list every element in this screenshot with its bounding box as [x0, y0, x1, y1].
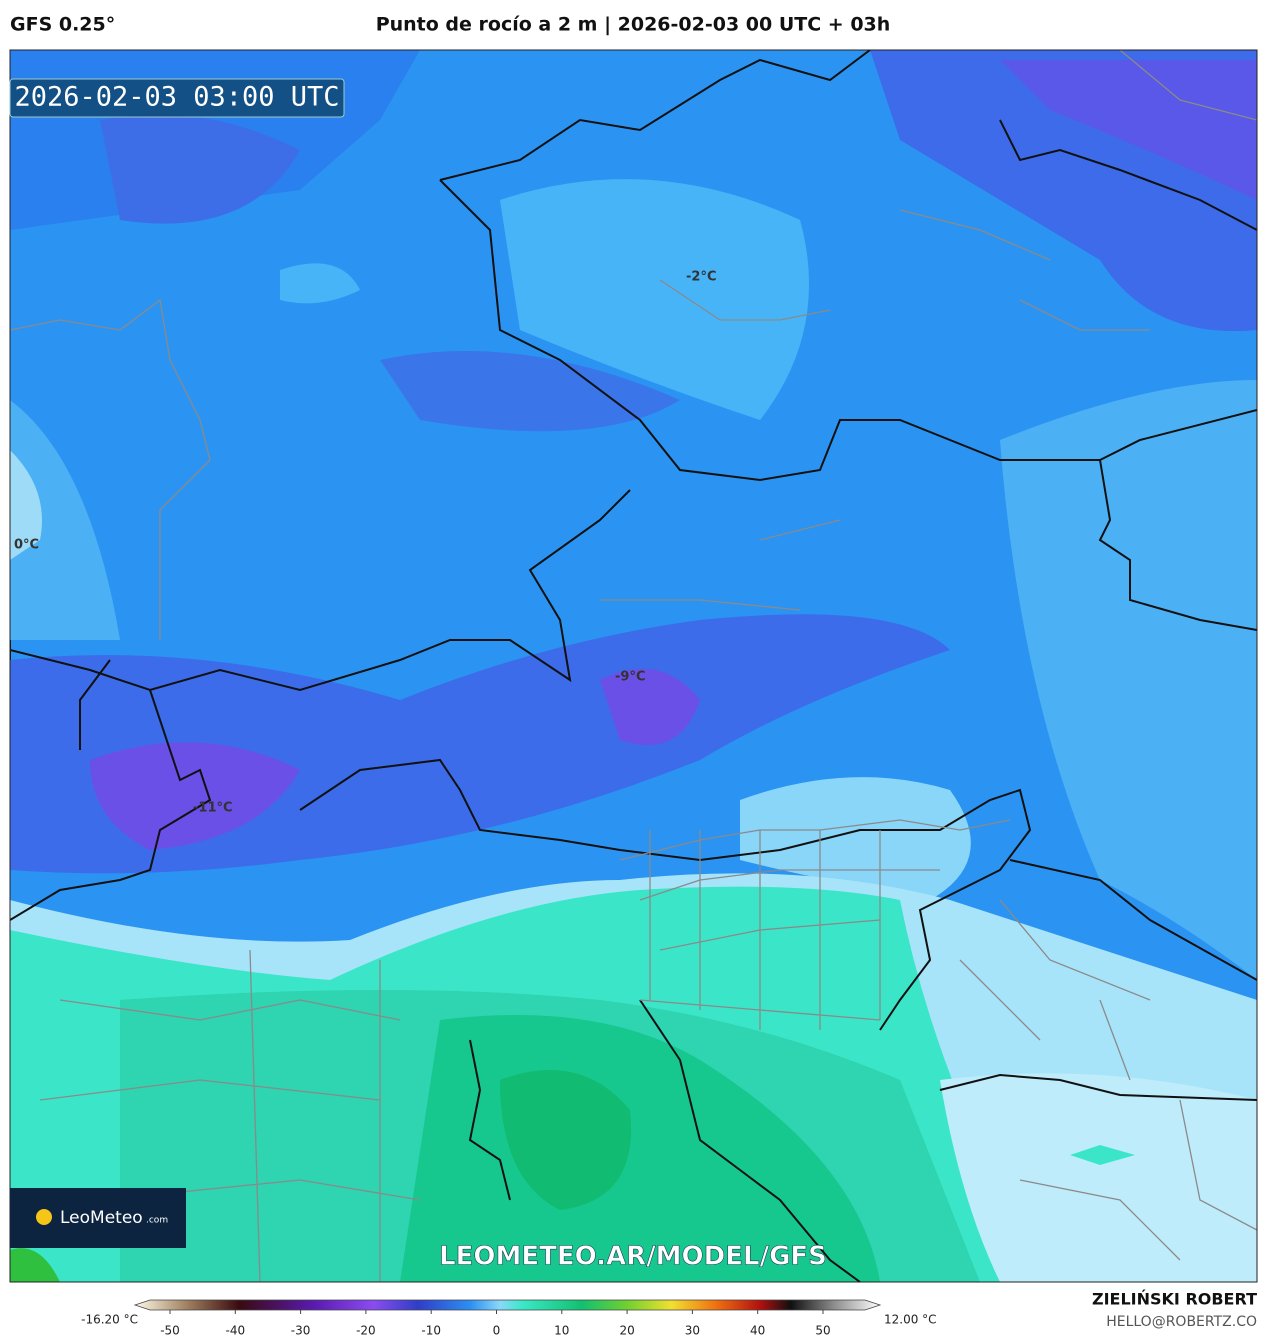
timestamp: 2026-02-03 03:00 UTC — [14, 82, 339, 113]
contour-label: 0°C — [14, 538, 39, 553]
logo-name: LeoMeteo — [60, 1208, 143, 1228]
timestamp-box — [9, 78, 345, 118]
colorbar-ticks: -50 -40 -30 -20 -10 0 10 20 30 40 50 — [160, 1310, 831, 1338]
watermark: LEOMETEO.AR/MODEL/GFS — [439, 1242, 827, 1272]
contour-label: -9°C — [615, 670, 645, 685]
model-name: GFS 0.25° — [10, 14, 115, 36]
colorbar-tick-label: 40 — [750, 1324, 765, 1338]
colorbar-tick-label: -10 — [421, 1324, 441, 1338]
colorbar-tick-label: 0 — [493, 1324, 501, 1338]
logo-suffix: .com — [146, 1216, 168, 1226]
colorbar-tick-label: -20 — [356, 1324, 376, 1338]
author: ZIELIŃSKI ROBERT — [1092, 1290, 1257, 1309]
colorbar-tick-label: 20 — [619, 1324, 634, 1338]
contour-label: -2°C — [686, 270, 716, 285]
colorbar-tick-label: -50 — [160, 1324, 180, 1338]
colorbar — [133, 1299, 882, 1311]
colorbar-tick-label: -30 — [291, 1324, 311, 1338]
colorbar-tick-label: 30 — [685, 1324, 700, 1338]
map-frame — [9, 49, 1258, 1283]
colorbar-min: -16.20 °C — [81, 1313, 138, 1327]
map-title: Punto de rocío a 2 m | 2026-02-03 00 UTC… — [376, 14, 891, 36]
logo-sun — [36, 1209, 52, 1225]
colorbar-max: 12.00 °C — [884, 1313, 937, 1327]
colorbar-tick-label: 10 — [554, 1324, 569, 1338]
contour-label: -11°C — [193, 801, 233, 816]
map — [10, 50, 1257, 1282]
colorbar-tick-label: 50 — [815, 1324, 830, 1338]
email: HELLO@ROBERTZ.CO — [1106, 1314, 1257, 1330]
colorbar-tick-label: -40 — [225, 1324, 245, 1338]
